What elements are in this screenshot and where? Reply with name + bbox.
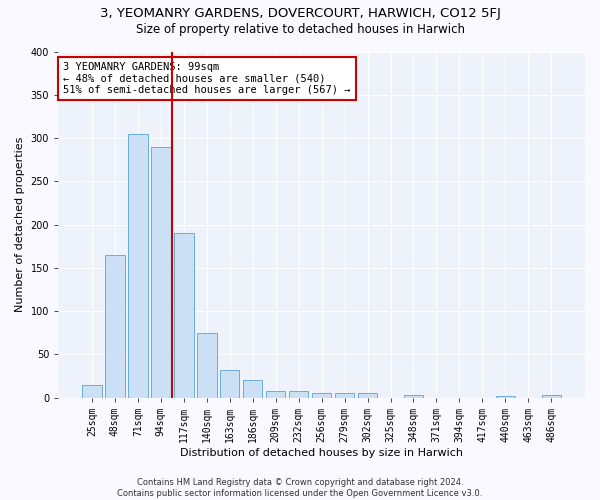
Bar [82, 384, 101, 398]
Bar [542, 395, 561, 398]
Bar [312, 394, 331, 398]
Text: Contains HM Land Registry data © Crown copyright and database right 2024.
Contai: Contains HM Land Registry data © Crown c… [118, 478, 482, 498]
Bar [105, 255, 125, 398]
Bar [220, 370, 239, 398]
Bar [335, 394, 355, 398]
Bar [404, 395, 423, 398]
Bar [174, 233, 194, 398]
X-axis label: Distribution of detached houses by size in Harwich: Distribution of detached houses by size … [180, 448, 463, 458]
Bar [128, 134, 148, 398]
Bar [358, 394, 377, 398]
Bar [496, 396, 515, 398]
Bar [151, 146, 170, 398]
Bar [266, 390, 286, 398]
Text: Size of property relative to detached houses in Harwich: Size of property relative to detached ho… [136, 22, 464, 36]
Bar [243, 380, 262, 398]
Bar [197, 333, 217, 398]
Text: 3, YEOMANRY GARDENS, DOVERCOURT, HARWICH, CO12 5FJ: 3, YEOMANRY GARDENS, DOVERCOURT, HARWICH… [100, 8, 500, 20]
Text: 3 YEOMANRY GARDENS: 99sqm
← 48% of detached houses are smaller (540)
51% of semi: 3 YEOMANRY GARDENS: 99sqm ← 48% of detac… [64, 62, 351, 95]
Bar [289, 390, 308, 398]
Y-axis label: Number of detached properties: Number of detached properties [15, 137, 25, 312]
